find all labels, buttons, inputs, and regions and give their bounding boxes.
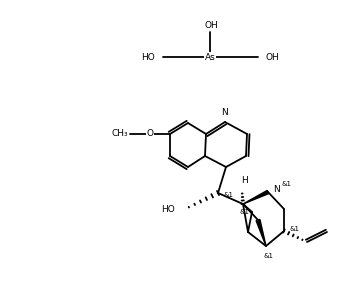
Text: &1: &1 xyxy=(263,253,273,259)
Text: HO: HO xyxy=(161,205,175,214)
Text: &1: &1 xyxy=(282,181,292,187)
Text: N: N xyxy=(222,108,228,117)
Text: &1: &1 xyxy=(239,209,249,215)
Text: N: N xyxy=(273,185,280,194)
Text: H: H xyxy=(240,176,247,185)
Text: &1: &1 xyxy=(223,192,233,198)
Text: CH₃: CH₃ xyxy=(111,130,128,139)
Text: HO: HO xyxy=(141,53,155,62)
Polygon shape xyxy=(243,191,269,204)
Text: OH: OH xyxy=(204,21,218,31)
Text: As: As xyxy=(204,53,215,62)
Text: &1: &1 xyxy=(289,226,299,232)
Text: O: O xyxy=(147,130,153,139)
Text: OH: OH xyxy=(266,53,280,62)
Polygon shape xyxy=(256,220,266,246)
